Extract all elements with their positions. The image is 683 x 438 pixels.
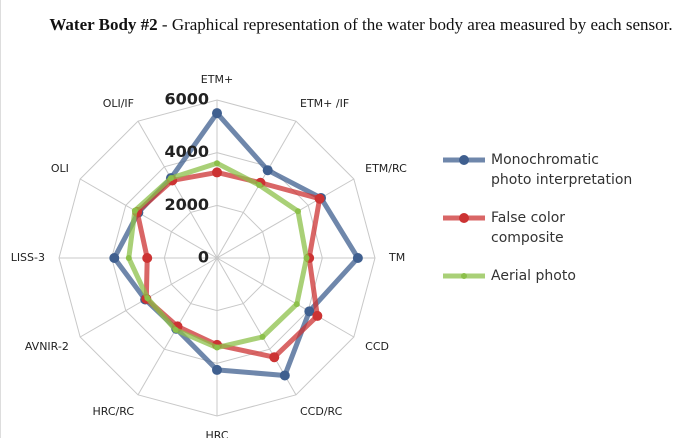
spoke [216,257,355,338]
category-label: CCD [365,340,389,353]
category-label: OLI [51,162,69,175]
legend-item: Monochromatic photo interpretation [441,150,681,190]
data-point [144,295,151,302]
category-label: HRC [205,429,228,438]
category-label: ETM+ /IF [300,97,349,110]
spoke [216,178,355,259]
category-label: TM [388,251,405,264]
data-point [125,255,132,261]
category-label: OLI/IF [103,97,134,110]
data-point [293,301,300,308]
data-point [294,208,301,215]
legend-swatch [443,213,485,223]
legend-label: Aerial photo [491,268,576,284]
data-point [259,333,266,340]
y-tick-label: 0 [198,248,209,267]
data-point [352,253,363,263]
data-point [212,364,222,375]
legend-marker [459,213,469,223]
data-point [214,344,220,351]
y-tick-label: 4000 [164,142,209,161]
data-point [214,160,220,167]
data-point [279,370,290,381]
data-point [312,310,323,321]
legend-swatch [443,273,485,279]
data-point [304,306,315,317]
spoke [137,120,218,259]
category-label: LISS-3 [11,251,45,264]
data-point [212,167,222,178]
data-point [131,207,138,214]
chart-title-block: Water Body #2 - Graphical representation… [21,14,683,36]
legend-label: False color composite [491,210,566,246]
data-point [172,326,179,333]
spoke [216,120,297,259]
chart-subtitle: - Graphical representation of the water … [161,15,673,34]
legend-label: Monochromatic photo interpretation [491,152,633,188]
data-point [314,193,325,204]
legend-item: False color composite [441,208,681,248]
legend-swatch [443,155,485,165]
series-line [126,160,310,351]
data-point [212,108,222,119]
data-point [142,253,153,263]
legend-marker [459,155,469,165]
data-point [269,352,280,363]
spoke [79,178,218,259]
data-point [109,253,120,263]
category-label: ETM/RC [365,162,407,175]
legend-item: Aerial photo [441,266,681,286]
category-label: ETM+ [201,73,233,86]
data-point [167,175,174,182]
data-point [256,182,263,189]
category-label: CCD/RC [300,405,343,418]
category-label: AVNIR-2 [25,340,69,353]
data-point [262,165,273,176]
category-label: HRC/RC [92,405,134,418]
y-tick-label: 2000 [164,195,209,214]
data-point [303,255,310,261]
chart-title: Water Body #2 [49,15,158,34]
legend-marker [461,273,467,279]
y-tick-label: 6000 [164,90,209,109]
